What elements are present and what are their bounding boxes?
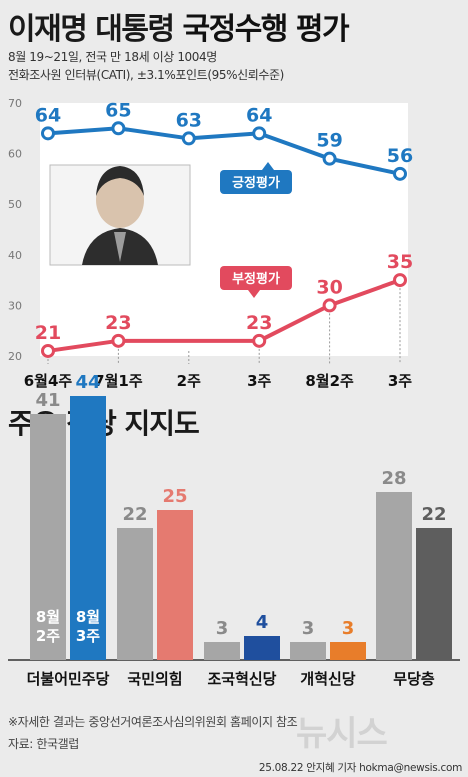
party-label: 조국혁신당 [207, 670, 276, 688]
legend-label: 3주 [76, 627, 100, 645]
bar-value-label: 3 [216, 618, 229, 639]
survey-info: 8월 19~21일, 전국 만 18세 이상 1004명 [8, 50, 217, 64]
bar-value-label: 4 [256, 612, 269, 633]
bar-aug-w3 [157, 510, 193, 660]
bar-value-label: 22 [421, 504, 446, 525]
positive-line [47, 126, 401, 176]
bar-aug-w2 [376, 492, 412, 660]
newsis-watermark: 뉴시스 [296, 714, 388, 754]
positive-data-label: 63 [176, 109, 202, 131]
positive-point [41, 126, 55, 141]
president-photo [49, 164, 191, 266]
photo-tie [114, 232, 126, 262]
survey-method: 전화조사원 인터뷰(CATI), ±3.1%포인트(95%신뢰수준) [8, 68, 284, 82]
x-tick-label: 6월4주 [24, 372, 73, 390]
photo-face [96, 172, 144, 228]
party-label: 국민의힘 [127, 670, 182, 688]
bar-value-label: 41 [35, 390, 60, 411]
positive-data-label: 56 [387, 145, 413, 167]
negative-tag-bg [220, 266, 292, 290]
bar-value-label: 3 [302, 618, 315, 639]
bar-aug-w2 [204, 642, 240, 660]
party-label: 더불어민주당 [27, 670, 110, 688]
legend-label: 2주 [36, 627, 60, 645]
positive-data-label: 64 [246, 104, 272, 126]
positive-point [322, 151, 337, 166]
positive-tag-pointer [262, 162, 274, 170]
bar-value-label: 25 [162, 486, 187, 507]
positive-data-label: 65 [105, 99, 131, 121]
bar-aug-w2 [117, 528, 153, 660]
positive-tag-label: 긍정평가 [232, 175, 280, 191]
source: 자료: 한국갤럽 [8, 737, 79, 751]
photo-hair [96, 166, 144, 196]
negative-data-label: 30 [316, 276, 342, 298]
positive-point [393, 166, 407, 181]
bar-aug-w3 [416, 528, 452, 660]
negative-series-tag: 부정평가 [220, 266, 292, 298]
legend-label: 8월 [76, 608, 100, 626]
positive-point [252, 126, 267, 141]
y-tick-label: 50 [8, 198, 22, 211]
positive-data-label: 59 [316, 130, 342, 152]
positive-tag-bg [220, 170, 292, 194]
positive-series-tag: 긍정평가 [220, 162, 292, 194]
negative-tag-pointer [248, 290, 260, 298]
negative-point [111, 333, 126, 348]
negative-data-label: 35 [387, 251, 413, 273]
bar-value-label: 44 [75, 372, 100, 393]
negative-data-label: 23 [246, 312, 272, 334]
page-title: 이재명 대통령 국정수행 평가 [8, 4, 350, 48]
bar-value-label: 28 [381, 468, 406, 489]
y-tick-label: 60 [8, 148, 22, 161]
party-label: 개혁신당 [300, 670, 355, 688]
negative-line [47, 278, 401, 353]
negative-point [322, 298, 337, 313]
x-tick-label: 8월2주 [305, 372, 354, 390]
y-tick-label: 30 [8, 299, 22, 312]
title-part-2: 국정수행 평가 [182, 12, 350, 47]
negative-point [252, 333, 267, 348]
x-tick-label: 2주 [177, 372, 201, 390]
y-tick-label: 40 [8, 249, 22, 262]
negative-point [41, 343, 55, 358]
title-part-1: 이재명 대통령 [8, 12, 175, 47]
negative-point [393, 273, 407, 288]
negative-data-label: 21 [35, 322, 61, 344]
bar-aug-w3 [244, 636, 280, 660]
positive-data-label: 64 [35, 104, 61, 126]
bar-aug-w2 [290, 642, 326, 660]
negative-data-label: 23 [105, 312, 131, 334]
bar-value-label: 22 [122, 504, 147, 525]
y-tick-label: 70 [8, 97, 22, 110]
x-tick-label: 3주 [247, 372, 271, 390]
bar-aug-w3 [330, 642, 366, 660]
legend-label: 8월 [36, 608, 60, 626]
positive-point [111, 121, 126, 136]
footnote: ※자세한 결과는 중앙선거여론조사심의위원회 홈페이지 참조 [8, 715, 298, 729]
bar-aug-w3 [70, 396, 106, 660]
bar-value-label: 3 [342, 618, 355, 639]
credit: 25.08.22 안지혜 기자 hokma@newsis.com [258, 762, 462, 774]
negative-tag-label: 부정평가 [232, 271, 280, 287]
bar-aug-w2 [30, 414, 66, 660]
y-tick-label: 20 [8, 350, 22, 363]
x-tick-label: 7월1주 [94, 372, 143, 390]
x-tick-label: 3주 [388, 372, 412, 390]
positive-point [181, 131, 196, 146]
party-label: 무당층 [393, 670, 435, 688]
